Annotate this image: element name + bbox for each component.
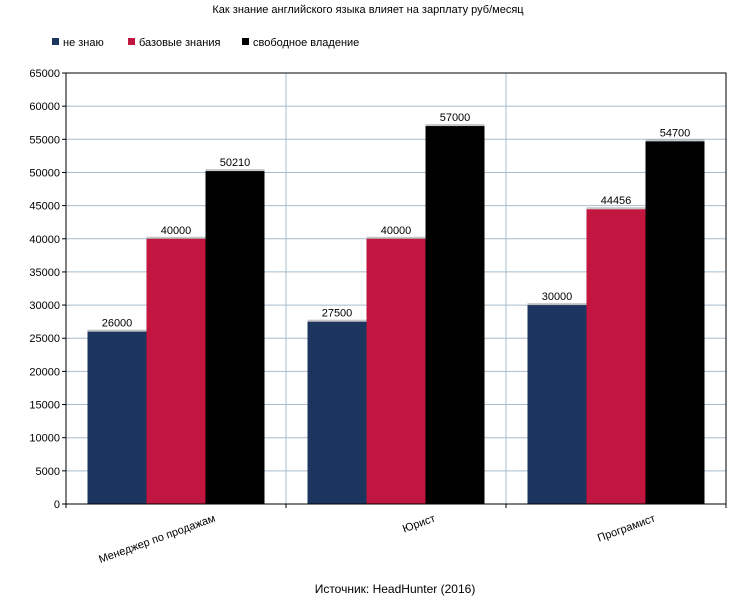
value-label: 50210	[220, 157, 251, 169]
value-label: 40000	[161, 225, 192, 237]
y-tick-label: 20000	[29, 366, 60, 378]
bar-top-shadow	[527, 303, 587, 306]
x-category-label: Юрист	[401, 513, 437, 536]
y-tick-label: 0	[54, 499, 60, 511]
bar	[425, 126, 485, 505]
legend-item: базовые знания	[128, 37, 220, 49]
y-tick-label: 65000	[29, 68, 60, 80]
bar	[366, 238, 426, 504]
bar-top-shadow	[307, 319, 367, 322]
bar	[146, 238, 206, 504]
chart-title: Как знание английского языка влияет на з…	[212, 4, 524, 16]
y-tick-label: 60000	[29, 101, 60, 113]
x-axis-categories: Менеджер по продажам Юрист Програмист	[97, 513, 657, 566]
value-labels: 26000 27500 30000 40000 40000 44456 50210 57000…	[102, 112, 691, 330]
bar-top-shadow	[146, 236, 206, 239]
bar-top-shadow	[205, 169, 265, 172]
y-tick-label: 50000	[29, 167, 60, 179]
value-label: 57000	[440, 112, 471, 124]
plot-border	[65, 72, 727, 505]
y-axis-ticks: 0 5000 10000 15000 20000 25000 30000 35000 40000…	[29, 68, 66, 511]
legend: не знаю базовые знания свободное владение	[52, 37, 359, 49]
legend-label: свободное владение	[253, 37, 359, 49]
legend-item: свободное владение	[242, 37, 359, 49]
bar-top-shadow	[87, 329, 147, 332]
x-category-label: Менеджер по продажам	[97, 513, 217, 566]
value-label: 27500	[322, 308, 353, 320]
legend-swatch	[242, 38, 249, 45]
bar	[586, 209, 646, 504]
bar	[307, 321, 367, 504]
y-tick-label: 55000	[29, 134, 60, 146]
bars	[87, 124, 705, 505]
value-label: 40000	[381, 225, 412, 237]
bar	[527, 305, 587, 504]
y-tick-label: 10000	[29, 433, 60, 445]
y-tick-label: 15000	[29, 400, 60, 412]
bar-top-shadow	[645, 139, 705, 142]
bar	[87, 331, 147, 504]
bar	[645, 141, 705, 504]
y-tick-label: 30000	[29, 300, 60, 312]
bar	[205, 171, 265, 504]
bar-top-shadow	[586, 207, 646, 210]
legend-label: базовые знания	[139, 37, 220, 49]
y-tick-label: 40000	[29, 234, 60, 246]
value-label: 54700	[660, 127, 691, 139]
bar-top-shadow	[366, 236, 426, 239]
value-label: 26000	[102, 318, 133, 330]
legend-label: не знаю	[63, 37, 104, 49]
legend-swatch	[52, 38, 59, 45]
y-tick-label: 5000	[36, 466, 60, 478]
bar-top-shadow	[425, 124, 485, 127]
y-tick-label: 45000	[29, 201, 60, 213]
value-label: 44456	[601, 195, 632, 207]
value-label: 30000	[542, 291, 573, 303]
y-tick-label: 35000	[29, 267, 60, 279]
source-note: Источник: HeadHunter (2016)	[315, 582, 476, 596]
axes	[65, 72, 727, 508]
legend-item: не знаю	[52, 37, 104, 49]
y-tick-label: 25000	[29, 333, 60, 345]
x-category-label: Програмист	[596, 513, 657, 545]
legend-swatch	[128, 38, 135, 45]
